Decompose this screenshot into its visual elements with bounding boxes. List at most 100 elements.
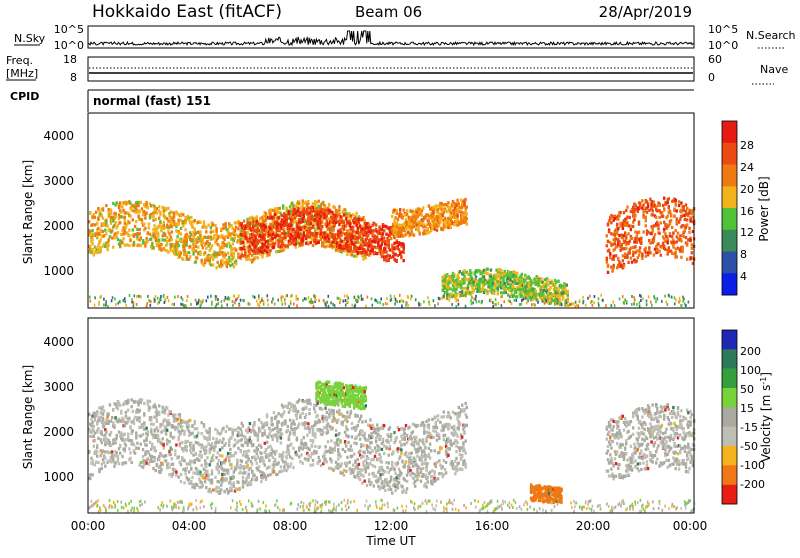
power-cell: [507, 277, 509, 280]
power-cell: [397, 300, 399, 303]
power-cell: [283, 212, 285, 215]
power-cell: [267, 303, 269, 306]
power-heatmap: [88, 197, 695, 308]
power-cell: [276, 211, 278, 214]
power-cell: [275, 250, 277, 253]
power-cell: [333, 229, 335, 232]
power-cell: [458, 202, 460, 205]
power-cell: [636, 260, 638, 263]
power-cell: [680, 215, 682, 218]
power-cell: [149, 233, 151, 236]
power-cell: [192, 248, 194, 251]
power-cell: [382, 232, 384, 235]
velocity-cell: [136, 418, 138, 421]
power-cell: [196, 303, 198, 306]
power-cell: [625, 237, 627, 240]
power-cell: [611, 304, 613, 307]
power-cell: [199, 231, 201, 234]
power-cell: [302, 299, 304, 302]
power-cell: [656, 209, 658, 212]
power-cell: [226, 259, 228, 262]
power-cell: [663, 228, 665, 231]
power-cell: [168, 239, 170, 242]
power-cell: [320, 232, 322, 235]
power-cell: [115, 303, 117, 306]
power-cell: [94, 296, 96, 299]
power-cell: [395, 298, 397, 301]
power-cell: [174, 296, 176, 299]
power-cell: [567, 290, 569, 293]
power-cell: [303, 234, 305, 237]
power-cell: [361, 218, 363, 221]
power-cell: [221, 304, 223, 307]
power-cell: [132, 228, 134, 231]
power-cell: [399, 252, 401, 255]
power-cell: [297, 207, 299, 210]
power-cell: [229, 264, 231, 267]
power-cell: [500, 291, 502, 294]
power-cell: [190, 303, 192, 306]
power-cell: [232, 227, 234, 230]
power-cell: [197, 246, 199, 249]
power-cell: [369, 238, 371, 241]
power-cell: [330, 226, 332, 229]
power-cell: [314, 222, 316, 225]
power-cell: [226, 265, 228, 268]
power-cell: [547, 295, 549, 298]
power-cell: [194, 219, 196, 222]
velocity-cell: [110, 420, 112, 423]
power-cell: [607, 265, 609, 268]
power-cell: [362, 258, 364, 261]
power-cell: [562, 292, 564, 295]
power-cell: [689, 239, 691, 242]
velocity-cell: [156, 419, 158, 422]
power-cell: [462, 294, 464, 297]
power-cell: [129, 215, 131, 218]
power-cell: [543, 289, 545, 292]
power-cell: [168, 299, 170, 302]
power-cell: [132, 218, 134, 221]
power-cell: [386, 297, 388, 300]
power-cell: [186, 251, 188, 254]
power-cell: [383, 229, 385, 232]
power-cell: [453, 202, 455, 205]
power-cell: [289, 243, 291, 246]
velocity-cell: [156, 464, 158, 467]
power-cell: [632, 251, 634, 254]
power-cell: [180, 213, 182, 216]
power-cell: [404, 214, 406, 217]
power-cell: [446, 297, 448, 300]
power-cell: [557, 280, 559, 283]
power-cell: [442, 276, 444, 279]
power-cell: [560, 284, 562, 287]
power-cell: [310, 206, 312, 209]
power-cell: [688, 227, 690, 230]
power-cell: [334, 304, 336, 307]
power-cell: [403, 243, 405, 246]
power-cell: [315, 201, 317, 204]
power-cell: [134, 294, 136, 297]
power-cell: [338, 205, 340, 208]
power-cell: [440, 202, 442, 205]
power-cell: [680, 239, 682, 242]
power-cell: [401, 305, 403, 308]
power-cell: [335, 221, 337, 224]
power-cell: [347, 215, 349, 218]
power-cell: [97, 207, 99, 210]
nave-label: Nave: [760, 63, 788, 76]
velocity-cell: [119, 404, 121, 407]
power-cell: [119, 221, 121, 224]
power-cell: [446, 294, 448, 297]
power-cell: [598, 304, 600, 307]
power-cell: [114, 298, 116, 301]
power-cell: [614, 217, 616, 220]
velocity-cell: [120, 420, 122, 423]
velocity-cell: [94, 432, 96, 435]
velocity-cell: [127, 420, 129, 423]
power-cell: [163, 206, 165, 209]
power-cell: [615, 254, 617, 257]
power-cell: [188, 251, 190, 254]
power-cell: [190, 216, 192, 219]
power-cell: [684, 303, 686, 306]
velocity-cell: [91, 459, 93, 462]
